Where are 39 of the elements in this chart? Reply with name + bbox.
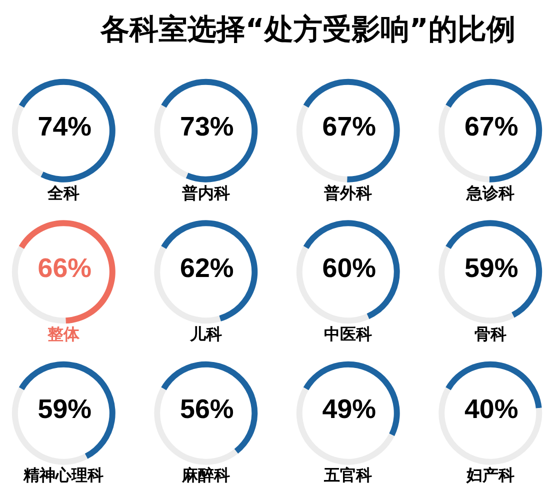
text: 普内科 xyxy=(180,183,230,202)
text: 中医科 xyxy=(324,324,372,344)
text: 麻醉科 xyxy=(180,466,230,485)
text: 普外科 xyxy=(323,183,372,202)
data-label: 67% xyxy=(464,112,518,142)
donut-slice xyxy=(161,361,258,454)
text: 急诊科 xyxy=(465,183,514,202)
text: 精神心理科 xyxy=(22,466,104,485)
donut-slice xyxy=(446,220,542,318)
text: 整体 xyxy=(46,324,81,344)
text: 妇产科 xyxy=(465,466,514,485)
donut-slice xyxy=(18,361,116,459)
text: 五官科 xyxy=(323,466,372,485)
text: 儿科 xyxy=(188,324,222,344)
data-label: 56% xyxy=(180,394,234,424)
data-label: 74% xyxy=(38,112,92,142)
donut-slice xyxy=(303,361,400,436)
data-label: 60% xyxy=(322,252,376,283)
text: 各科室选择“处方受影响”的比例 xyxy=(99,12,516,46)
donut-slice xyxy=(18,220,116,324)
donut-slice xyxy=(446,78,542,182)
data-label: 66% xyxy=(38,252,92,283)
donut-slice xyxy=(303,220,400,320)
donut-slice xyxy=(161,220,258,322)
data-label: 59% xyxy=(464,252,518,283)
data-label: 49% xyxy=(322,394,376,424)
donut-slice xyxy=(18,78,116,182)
text: 骨科 xyxy=(474,324,506,344)
donut-slice xyxy=(303,78,400,182)
data-label: 73% xyxy=(180,112,234,142)
donut-slice xyxy=(438,387,542,465)
donut-slice xyxy=(154,387,238,465)
data-label: 62% xyxy=(180,252,234,283)
text: 全科 xyxy=(46,183,80,202)
data-label: 67% xyxy=(322,112,376,142)
donut-slice xyxy=(296,387,394,465)
data-label: 59% xyxy=(38,394,92,424)
donut-slice xyxy=(161,78,258,182)
data-label: 40% xyxy=(464,394,518,424)
